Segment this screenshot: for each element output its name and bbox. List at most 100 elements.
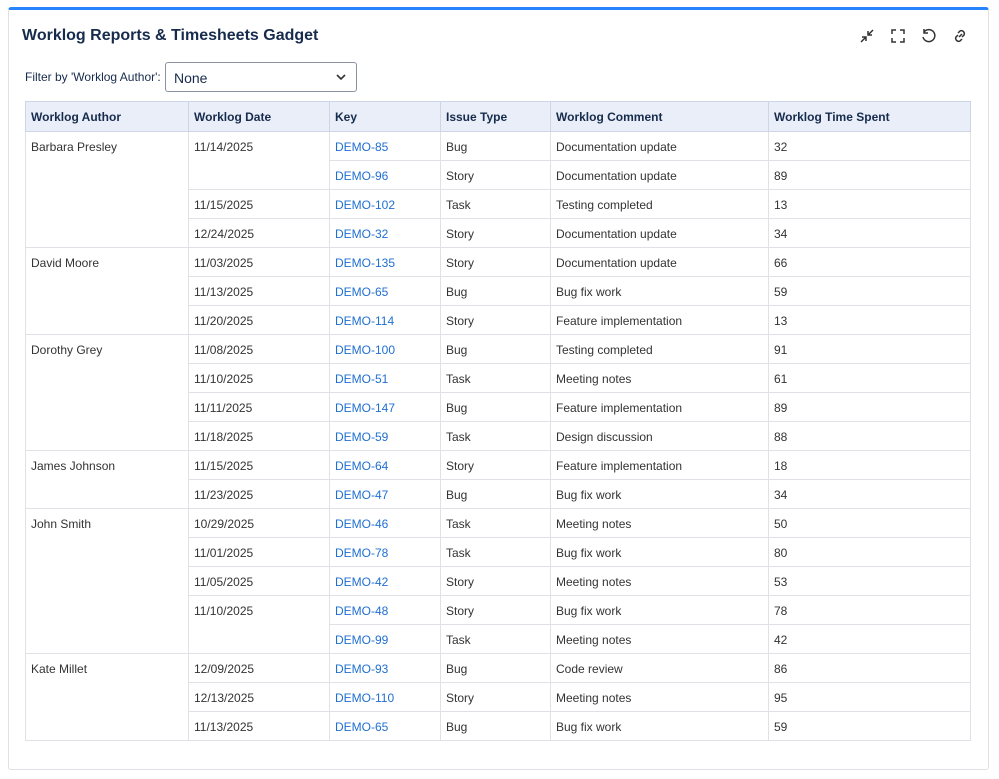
issue-link[interactable]: DEMO-64	[335, 459, 389, 473]
time-cell: 59	[768, 276, 971, 306]
issue-link[interactable]: DEMO-93	[335, 662, 389, 676]
date-cell: 11/15/2025	[188, 189, 330, 219]
key-cell: DEMO-110	[329, 682, 441, 712]
select-value: None	[174, 70, 208, 86]
key-cell: DEMO-99	[329, 624, 441, 654]
table-row: 11/01/2025 DEMO-78 Task Bug fix work 80	[26, 537, 971, 567]
author-cell: David Moore	[25, 247, 189, 335]
table-row: 11/23/2025 DEMO-47 Bug Bug fix work 34	[26, 479, 971, 509]
type-cell: Bug	[440, 711, 551, 741]
issue-link[interactable]: DEMO-102	[335, 198, 396, 212]
link-icon[interactable]	[950, 26, 970, 46]
issue-link[interactable]: DEMO-96	[335, 169, 389, 183]
table-row: James Johnson 11/15/2025 DEMO-64 Story Featu…	[25, 450, 971, 509]
refresh-icon[interactable]	[919, 26, 939, 46]
time-cell: 86	[768, 653, 971, 683]
time-cell: 59	[768, 711, 971, 741]
type-cell: Story	[440, 682, 551, 712]
table-row: 11/13/2025 DEMO-65 Bug Bug fix work 59	[26, 711, 971, 741]
time-cell: 89	[768, 392, 971, 422]
author-select[interactable]: None	[165, 62, 357, 92]
key-cell: DEMO-48	[329, 595, 441, 625]
issue-link[interactable]: DEMO-110	[335, 691, 395, 705]
key-cell: DEMO-93	[329, 653, 441, 683]
date-cell: 11/10/2025	[188, 363, 330, 393]
table-row: Barbara Presley 11/14/2025 DEMO-85 Bug Docum…	[25, 131, 971, 248]
date-cell: 11/08/2025	[188, 334, 330, 364]
key-cell: DEMO-135	[329, 247, 441, 277]
column-header: Worklog Time Spent	[768, 101, 971, 132]
time-cell: 42	[768, 624, 971, 654]
issue-link[interactable]: DEMO-100	[335, 343, 396, 357]
type-cell: Story	[440, 160, 551, 190]
date-cell: 11/13/2025	[188, 276, 330, 306]
issue-link[interactable]: DEMO-48	[335, 604, 389, 618]
issue-link[interactable]: DEMO-46	[335, 517, 389, 531]
issue-link[interactable]: DEMO-65	[335, 720, 389, 734]
issue-link[interactable]: DEMO-65	[335, 285, 389, 299]
issue-link[interactable]: DEMO-42	[335, 575, 389, 589]
issue-link[interactable]: DEMO-135	[335, 256, 396, 270]
column-header: Worklog Comment	[550, 101, 769, 132]
date-cell: 11/14/2025	[188, 131, 330, 190]
key-cell: DEMO-47	[329, 479, 441, 509]
date-cell: 12/09/2025	[188, 653, 330, 683]
time-cell: 53	[768, 566, 971, 596]
type-cell: Bug	[440, 131, 551, 161]
fullscreen-icon[interactable]	[888, 26, 908, 46]
comment-cell: Bug fix work	[550, 479, 769, 509]
type-cell: Story	[440, 247, 551, 277]
type-cell: Bug	[440, 334, 551, 364]
date-cell: 12/13/2025	[188, 682, 330, 712]
minimize-icon[interactable]	[857, 26, 877, 46]
comment-cell: Meeting notes	[550, 566, 769, 596]
comment-cell: Testing completed	[550, 189, 769, 219]
comment-cell: Meeting notes	[550, 682, 769, 712]
issue-link[interactable]: DEMO-99	[335, 633, 389, 647]
author-cell: Barbara Presley	[25, 131, 189, 248]
comment-cell: Feature implementation	[550, 305, 769, 335]
table-row: David Moore 11/03/2025 DEMO-135 Story Docume…	[25, 247, 971, 335]
issue-link[interactable]: DEMO-114	[335, 314, 395, 328]
key-cell: DEMO-78	[329, 537, 441, 567]
time-cell: 34	[768, 218, 971, 248]
key-cell: DEMO-65	[329, 711, 441, 741]
key-cell: DEMO-65	[329, 276, 441, 306]
issue-link[interactable]: DEMO-47	[335, 488, 389, 502]
issue-link[interactable]: DEMO-147	[335, 401, 396, 415]
key-cell: DEMO-85	[329, 131, 441, 161]
column-header: Key	[329, 101, 441, 132]
comment-cell: Meeting notes	[550, 624, 769, 654]
table-row: 12/24/2025 DEMO-32 Story Documentation upda…	[26, 218, 971, 248]
comment-cell: Bug fix work	[550, 595, 769, 625]
type-cell: Story	[440, 218, 551, 248]
type-cell: Task	[440, 508, 551, 538]
comment-cell: Documentation update	[550, 131, 769, 161]
column-header: Worklog Author	[25, 101, 189, 132]
issue-link[interactable]: DEMO-32	[335, 227, 389, 241]
time-cell: 18	[768, 450, 971, 480]
table-row: Kate Millet 12/09/2025 DEMO-93 Bug Code revi…	[25, 653, 971, 741]
date-cell: 12/24/2025	[188, 218, 330, 248]
key-cell: DEMO-59	[329, 421, 441, 451]
issue-link[interactable]: DEMO-85	[335, 140, 389, 154]
key-cell: DEMO-102	[329, 189, 441, 219]
date-cell: 11/03/2025	[188, 247, 330, 277]
issue-link[interactable]: DEMO-51	[335, 372, 389, 386]
author-cell: Dorothy Grey	[25, 334, 189, 451]
table-row: Dorothy Grey 11/08/2025 DEMO-100 Bug Testing…	[25, 334, 971, 451]
issue-link[interactable]: DEMO-59	[335, 430, 389, 444]
time-cell: 66	[768, 247, 971, 277]
type-cell: Story	[440, 450, 551, 480]
comment-cell: Meeting notes	[550, 508, 769, 538]
comment-cell: Meeting notes	[550, 363, 769, 393]
date-cell: 11/13/2025	[188, 711, 330, 741]
key-cell: DEMO-42	[329, 566, 441, 596]
date-cell: 11/10/2025	[188, 595, 330, 654]
issue-link[interactable]: DEMO-78	[335, 546, 389, 560]
key-cell: DEMO-96	[329, 160, 441, 190]
key-cell: DEMO-46	[329, 508, 441, 538]
type-cell: Bug	[440, 392, 551, 422]
author-cell: Kate Millet	[25, 653, 189, 741]
